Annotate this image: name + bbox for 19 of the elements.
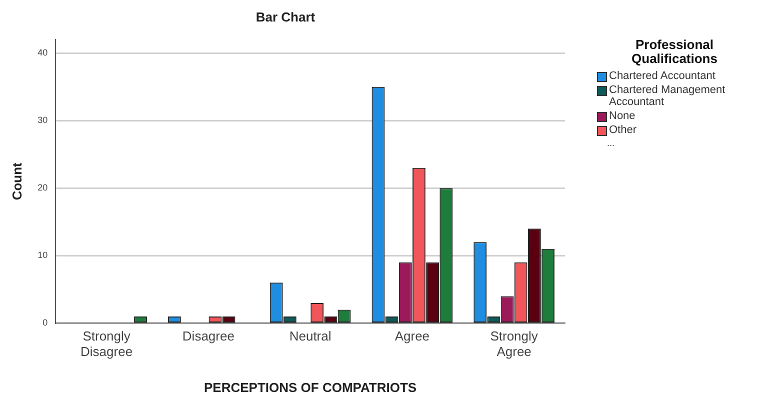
x-axis-title: PERCEPTIONS OF COMPATRIOTS bbox=[204, 380, 417, 395]
y-tick-label: 20 bbox=[38, 182, 48, 193]
y-axis-title: Count bbox=[9, 162, 24, 200]
y-tick-label: 40 bbox=[38, 48, 48, 58]
x-tick-label: Strongly Disagree bbox=[80, 328, 133, 360]
x-tick-label: Disagree bbox=[182, 328, 234, 344]
chart-title: Bar Chart bbox=[256, 9, 316, 24]
x-tick-label: Strongly Agree bbox=[490, 328, 538, 360]
x-tick-label: Agree bbox=[394, 328, 430, 344]
legend-label: Chartered Management Accountant bbox=[609, 84, 726, 108]
legend-title: Professional Qualifications bbox=[630, 37, 718, 66]
y-tick-label: 0 bbox=[42, 318, 48, 328]
legend-label: Other bbox=[609, 124, 637, 136]
legend-label: None bbox=[609, 110, 636, 122]
x-tick-label: Neutral bbox=[289, 328, 332, 344]
text: ... bbox=[606, 138, 616, 148]
y-tick-label: 10 bbox=[38, 250, 48, 260]
legend-label: Chartered Accountant bbox=[609, 70, 716, 82]
y-tick-label: 30 bbox=[38, 115, 48, 126]
